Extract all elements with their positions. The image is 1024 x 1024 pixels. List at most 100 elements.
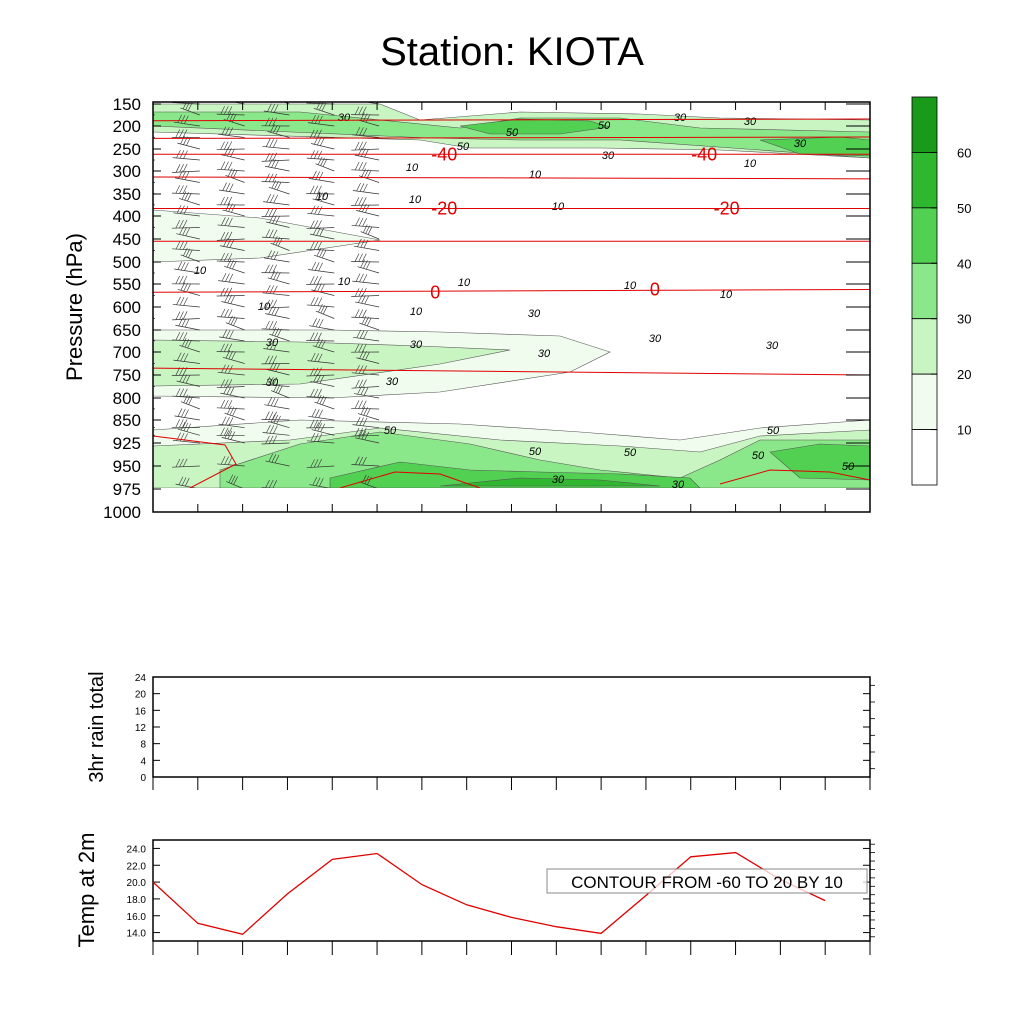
wind-barb-flag (322, 305, 328, 315)
wind-barb (351, 434, 380, 437)
wind-barb-flag (318, 262, 323, 272)
temperature-contour-lower (339, 471, 481, 488)
rain-axis: 0 4 8 12 16 20 24 (135, 673, 875, 790)
wind-barb-flag (316, 248, 322, 257)
wind-barb-flag (273, 414, 279, 424)
wind-barb-flag (310, 205, 316, 214)
wind-barb (268, 186, 290, 195)
wind-barb-flag (270, 124, 275, 133)
wind-barb-flag (265, 411, 270, 420)
wind-barb-flag (273, 90, 277, 98)
pressure-tick-label: 700 (113, 343, 141, 362)
wind-barb-flag (317, 206, 323, 215)
wind-barb (172, 248, 200, 251)
wind-barb (261, 236, 290, 240)
wind-barb-flag (271, 306, 277, 316)
wind-barb-flag (359, 183, 365, 192)
colorbar-label: 60 (957, 145, 971, 160)
pressure-tick-label: 925 (113, 434, 141, 453)
wind-barb-flag (362, 224, 368, 233)
wind-barb-flag (221, 126, 227, 135)
wind-speed-contour-label: 30 (386, 376, 399, 388)
wind-barb-flag (313, 367, 319, 376)
wind-barb (173, 359, 200, 364)
wind-speed-contour-label-text: 10 (552, 201, 565, 213)
wind-barb (351, 464, 380, 467)
wind-barb-flag (278, 385, 283, 394)
wind-barb-flag (227, 379, 233, 388)
wind-barb-flag (228, 365, 233, 374)
wind-barb-flag (271, 180, 277, 189)
wind-barb-flag (231, 351, 236, 360)
wind-barb-flag (175, 331, 181, 341)
wind-barb-flag (220, 232, 226, 241)
wind-barb (263, 110, 290, 116)
wind-barb-flag (321, 340, 326, 349)
wind-barb-flag (312, 318, 317, 327)
wind-barb (356, 357, 380, 364)
wind-barb-flag (220, 196, 225, 205)
temp-tick-label: 22.0 (127, 861, 147, 872)
pressure-tick-label: 850 (113, 411, 141, 430)
wind-barb-flag (367, 476, 372, 485)
wind-barb-flag (267, 250, 272, 259)
wind-barb-flag (233, 317, 238, 326)
wind-barb (313, 254, 335, 263)
wind-barb (153, 182, 156, 183)
wind-barb-flag (268, 306, 273, 315)
wind-barb-flag (184, 319, 190, 328)
wind-barb-flag (319, 375, 325, 384)
wind-barb-flag (232, 407, 237, 417)
wind-barb (307, 122, 335, 127)
colorbar-label: 20 (957, 367, 971, 382)
temperature-contour-label: 0 (430, 282, 440, 302)
wind-barb-flag (271, 159, 276, 168)
colorbar-label: 30 (957, 312, 971, 327)
wind-barb-flag (176, 296, 181, 305)
wind-barb-flag (273, 194, 278, 204)
wind-barb-flag (141, 181, 145, 189)
wind-barb-flag (175, 388, 181, 397)
wind-barb-flag (177, 261, 183, 270)
pressure-tick-label: 150 (113, 95, 141, 114)
wind-barb (218, 189, 245, 195)
wind-barb-flag (223, 427, 229, 436)
wind-barb-flag (221, 416, 227, 425)
wind-barb (262, 432, 290, 436)
wind-barb-flag (182, 163, 188, 173)
wind-barb-flag (315, 191, 320, 200)
temp-tick-label: 24.0 (127, 844, 147, 855)
wind-barb (226, 481, 244, 488)
wind-speed-contour-label-text: 50 (457, 141, 470, 153)
wind-barb-flag (179, 219, 184, 229)
wind-speed-contour-label-text: 10 (406, 162, 419, 174)
rain-tick-label: 24 (135, 673, 147, 684)
wind-barb (265, 313, 290, 319)
wind-barb (306, 440, 335, 444)
wind-barb-flag (355, 217, 360, 226)
wind-barb (176, 380, 200, 387)
pressure-tick-label: 450 (113, 230, 141, 249)
wind-barb-flag (354, 427, 360, 437)
wind-barb (266, 369, 290, 376)
wind-barb (261, 328, 290, 331)
wind-barb-flag (220, 106, 225, 115)
wind-speed-contour-label: 10 (258, 301, 271, 313)
wind-barb (261, 159, 290, 162)
wind-speed-contour-label-text: 30 (794, 138, 807, 150)
wind-barb-flag (367, 226, 373, 235)
wind-speed-contour-label-text: 30 (338, 112, 351, 124)
wind-barb (225, 175, 245, 183)
wind-speed-contour-label-text: 30 (672, 479, 685, 491)
wind-barb-flag (184, 171, 190, 180)
wind-barb-flag (275, 363, 280, 372)
wind-barb-flag (362, 162, 367, 171)
wind-barb-flag (182, 241, 188, 250)
wind-barb-flag (363, 183, 368, 193)
wind-barb-flag (358, 400, 363, 409)
wind-barb-flag (361, 168, 367, 177)
wind-barb-flag (265, 117, 270, 126)
wind-barb (351, 225, 380, 228)
wind-barb-flag (358, 365, 364, 374)
wind-barb-flag (183, 297, 188, 306)
